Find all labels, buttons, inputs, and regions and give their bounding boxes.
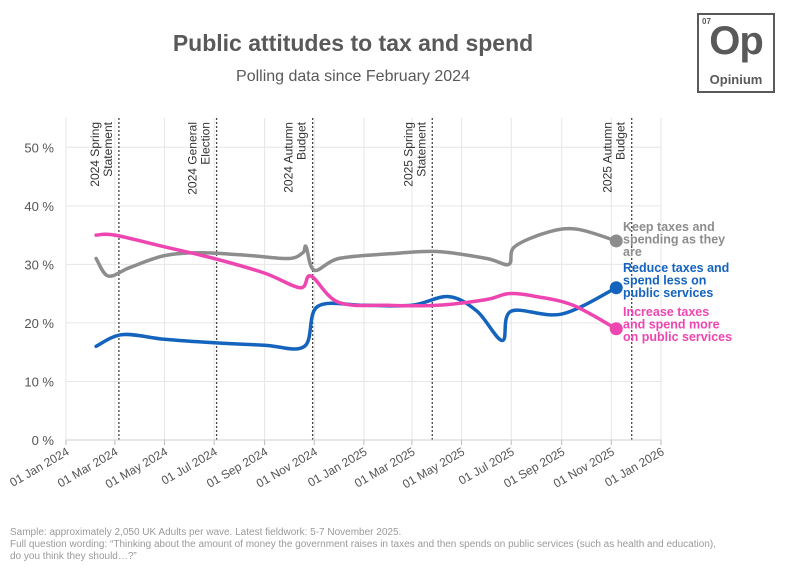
- series-label: public services: [623, 286, 713, 300]
- series-line: [94, 226, 618, 279]
- y-tick-label: 0 %: [32, 433, 55, 448]
- event-label: Budget: [614, 121, 628, 160]
- y-tick-label: 30 %: [24, 257, 54, 272]
- event-label: 2025 Spring: [401, 122, 415, 187]
- series-label: Increase taxes: [623, 305, 709, 319]
- chart-title: Public attitudes to tax and spend: [172, 30, 534, 56]
- series-label: spending as they: [623, 233, 725, 247]
- event-label: Statement: [101, 121, 115, 176]
- series-label: are: [623, 245, 642, 259]
- event-label: Statement: [414, 121, 428, 176]
- events: 2024 Spring Statement 2024 General Election…: [88, 118, 633, 440]
- logo-symbol: Op: [709, 19, 764, 63]
- series-label: Reduce taxes and: [623, 261, 729, 275]
- y-tick-label: 40 %: [24, 199, 54, 214]
- series-label: spend less on: [623, 274, 706, 288]
- series-label: on public services: [623, 330, 732, 344]
- latest-point-marker: [609, 322, 623, 336]
- chart-subtitle: Polling data since February 2024: [236, 68, 470, 85]
- event-label: 2024 Autumn: [282, 122, 296, 193]
- footnote-question-cont: do you think they should…?”: [10, 551, 137, 562]
- event-label: 2024 Spring: [88, 122, 102, 187]
- footnote-question: Full question wording: “Thinking about t…: [10, 539, 716, 550]
- y-tick-label: 10 %: [24, 374, 54, 389]
- line-chart: 2024 Spring Statement 2024 General Election…: [7, 118, 732, 491]
- series-line: [94, 232, 618, 331]
- y-tick-label: 50 %: [24, 140, 54, 155]
- event-label: 2025 Autumn: [601, 122, 615, 193]
- series-label: Keep taxes and: [623, 220, 715, 234]
- latest-point-marker: [609, 281, 623, 295]
- series-label: and spend more: [623, 318, 720, 332]
- footnote: Sample: approximately 2,050 UK Adults pe…: [10, 527, 785, 563]
- event-label: Budget: [295, 121, 309, 160]
- footnote-sample: Sample: approximately 2,050 UK Adults pe…: [10, 527, 402, 538]
- grid: [65, 118, 662, 441]
- logo-number: 07: [702, 17, 711, 26]
- opinium-logo: 07 Op Opinium: [697, 13, 775, 93]
- event-label: Election: [199, 122, 213, 165]
- logo-name: Opinium: [709, 72, 763, 87]
- latest-point-marker: [609, 234, 623, 248]
- event-label: 2024 General: [186, 122, 200, 195]
- y-tick-label: 20 %: [24, 316, 54, 331]
